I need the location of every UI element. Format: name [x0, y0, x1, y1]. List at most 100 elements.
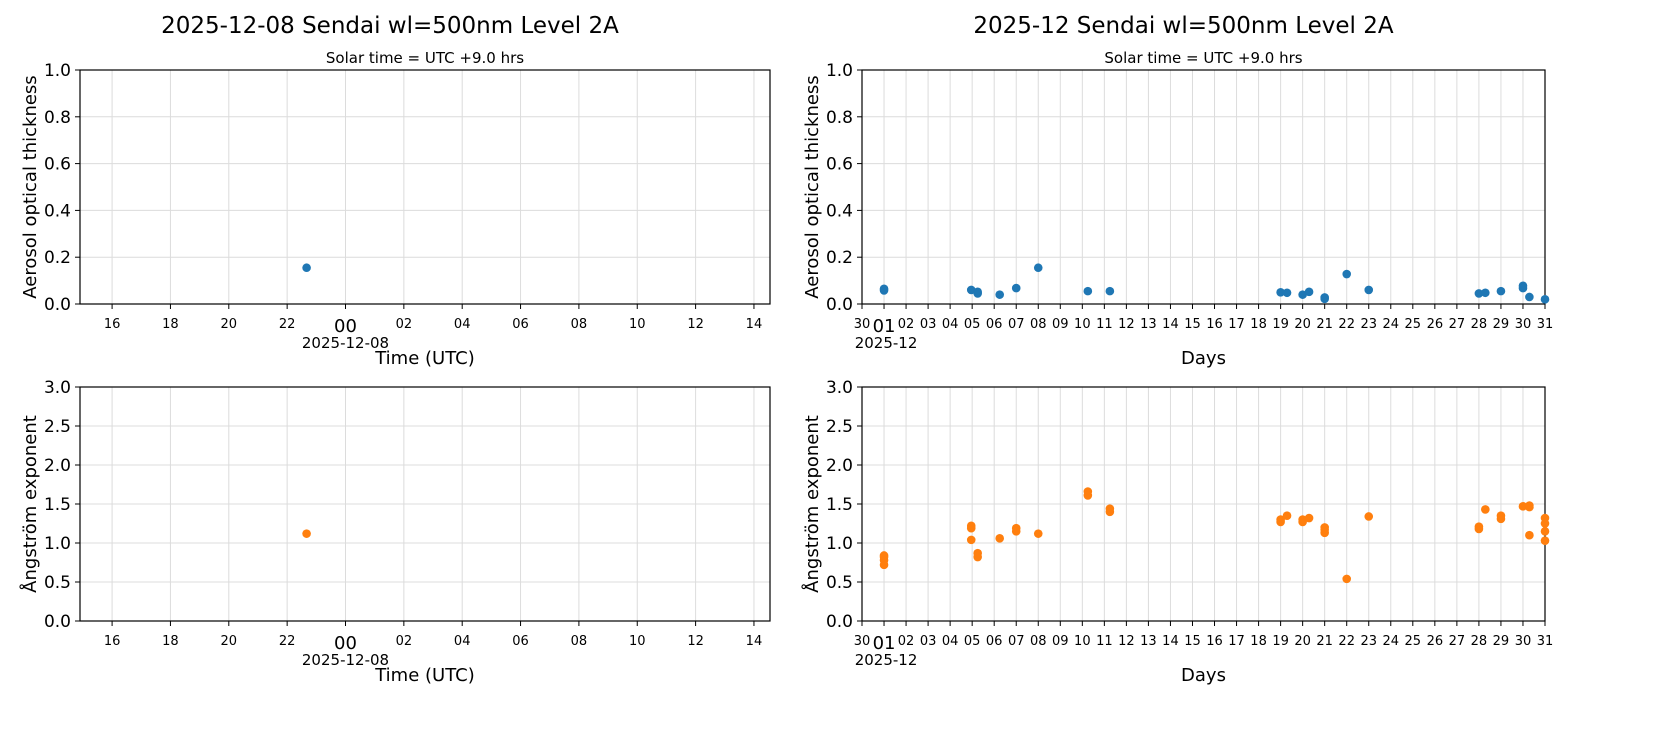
y-tick-label: 0.5 — [44, 573, 71, 593]
chart-title: 2025-12-08 Sendai wl=500nm Level 2A — [161, 13, 619, 39]
data-point — [1320, 293, 1329, 302]
data-point — [1276, 515, 1285, 524]
y-tick-label: 0.4 — [44, 201, 71, 221]
x-tick-label: 26 — [1427, 634, 1444, 649]
x-tick-label: 03 — [920, 634, 937, 649]
data-point — [973, 289, 982, 298]
data-point — [1518, 502, 1528, 511]
x-tick-label: 27 — [1449, 317, 1466, 332]
x-tick-label: 21 — [1316, 317, 1333, 332]
plot-frame — [861, 386, 1546, 622]
x-tick-label: 10 — [1074, 317, 1091, 332]
data-point — [1496, 286, 1506, 296]
x-tick-label: 20 — [1294, 634, 1311, 649]
x-tick-label: 28 — [1471, 634, 1488, 649]
x-tick-label: 14 — [1162, 317, 1179, 332]
data-point — [1518, 283, 1528, 293]
y-tick-label: 0.8 — [44, 108, 71, 128]
x-tick-label: 06 — [986, 317, 1003, 332]
plot-frame — [79, 386, 771, 622]
x-tick-label: 10 — [1074, 634, 1091, 649]
y-tick-label: 0.2 — [44, 248, 71, 268]
x-tick-label: 02 — [396, 317, 413, 332]
x-tick-label: 00 — [334, 633, 357, 654]
data-point — [973, 548, 982, 558]
y-tick-label: 0.0 — [826, 295, 853, 315]
x-tick-label: 08 — [571, 317, 588, 332]
y-tick-label: 1.5 — [44, 495, 71, 515]
y-tick-label: 0.4 — [826, 201, 853, 221]
x-tick-label: 16 — [104, 634, 121, 649]
x-offset-label: 2025-12 — [855, 334, 918, 352]
x-tick-label: 14 — [746, 634, 763, 649]
x-tick-label: 15 — [1184, 634, 1201, 649]
x-tick-label: 30 — [1515, 317, 1532, 332]
x-tick-label: 30 — [854, 634, 871, 649]
y-tick-label: 2.5 — [826, 417, 853, 437]
data-point — [1364, 512, 1374, 521]
data-point — [302, 263, 311, 273]
x-tick-label: 22 — [1338, 634, 1355, 649]
data-point — [1342, 574, 1352, 584]
y-tick-label: 0.0 — [826, 612, 853, 632]
y-tick-label: 3.0 — [44, 378, 71, 398]
data-point — [1481, 505, 1490, 514]
x-tick-label: 20 — [1294, 317, 1311, 332]
x-tick-label: 06 — [512, 317, 529, 332]
x-tick-label: 10 — [629, 634, 646, 649]
y-axis-label: Aerosol optical thickness — [802, 75, 823, 298]
x-tick-label: 12 — [1118, 317, 1135, 332]
x-tick-label: 30 — [854, 317, 871, 332]
x-tick-label: 18 — [162, 634, 179, 649]
x-tick-label: 31 — [1537, 317, 1554, 332]
chart-title: 2025-12 Sendai wl=500nm Level 2A — [973, 13, 1393, 39]
x-tick-label: 29 — [1493, 317, 1510, 332]
x-tick-label: 18 — [1250, 317, 1267, 332]
data-point — [1540, 295, 1550, 304]
data-point — [302, 529, 311, 538]
x-tick-label: 12 — [687, 634, 704, 649]
x-tick-label: 03 — [920, 317, 937, 332]
x-axis-label: Time (UTC) — [374, 665, 475, 686]
x-tick-label: 25 — [1405, 317, 1422, 332]
x-tick-label: 04 — [454, 317, 471, 332]
y-axis-label: Ångström exponent — [19, 415, 41, 593]
x-tick-label: 21 — [1316, 634, 1333, 649]
x-tick-label: 00 — [334, 316, 357, 337]
x-tick-label: 08 — [1030, 317, 1047, 332]
data-point — [1342, 269, 1352, 279]
x-tick-label: 10 — [629, 317, 646, 332]
data-point — [966, 535, 976, 545]
x-tick-label: 07 — [1008, 634, 1025, 649]
x-tick-label: 16 — [1206, 317, 1223, 332]
x-tick-label: 30 — [1515, 634, 1532, 649]
data-point — [1474, 289, 1484, 298]
x-tick-label: 04 — [942, 317, 959, 332]
x-tick-label: 09 — [1052, 634, 1069, 649]
data-point — [1083, 286, 1093, 296]
x-tick-label: 06 — [512, 634, 529, 649]
y-tick-label: 0.6 — [826, 155, 853, 175]
data-point — [1298, 290, 1307, 299]
x-tick-label: 24 — [1383, 634, 1400, 649]
x-axis-label: Time (UTC) — [374, 348, 475, 369]
x-tick-label: 27 — [1449, 634, 1466, 649]
x-tick-label: 24 — [1383, 317, 1400, 332]
data-point — [1496, 511, 1506, 520]
data-point — [879, 284, 889, 294]
data-point — [1282, 511, 1292, 520]
data-point — [1304, 513, 1314, 523]
axes-2: 0.0 0.5 1.0 1.5 2.0 2.5 3.0 16 18 20 22 002025-12-0… — [19, 378, 771, 686]
x-tick-label: 05 — [964, 317, 981, 332]
x-tick-label: 29 — [1493, 634, 1510, 649]
plot-frame — [861, 69, 1546, 305]
x-tick-label: 22 — [279, 634, 296, 649]
data-point — [966, 521, 976, 531]
y-axis-label: Aerosol optical thickness — [20, 75, 41, 298]
x-tick-label: 14 — [1162, 634, 1179, 649]
x-axis-label: Days — [1181, 665, 1226, 686]
x-tick-label: 11 — [1096, 317, 1113, 332]
x-tick-label: 28 — [1471, 317, 1488, 332]
